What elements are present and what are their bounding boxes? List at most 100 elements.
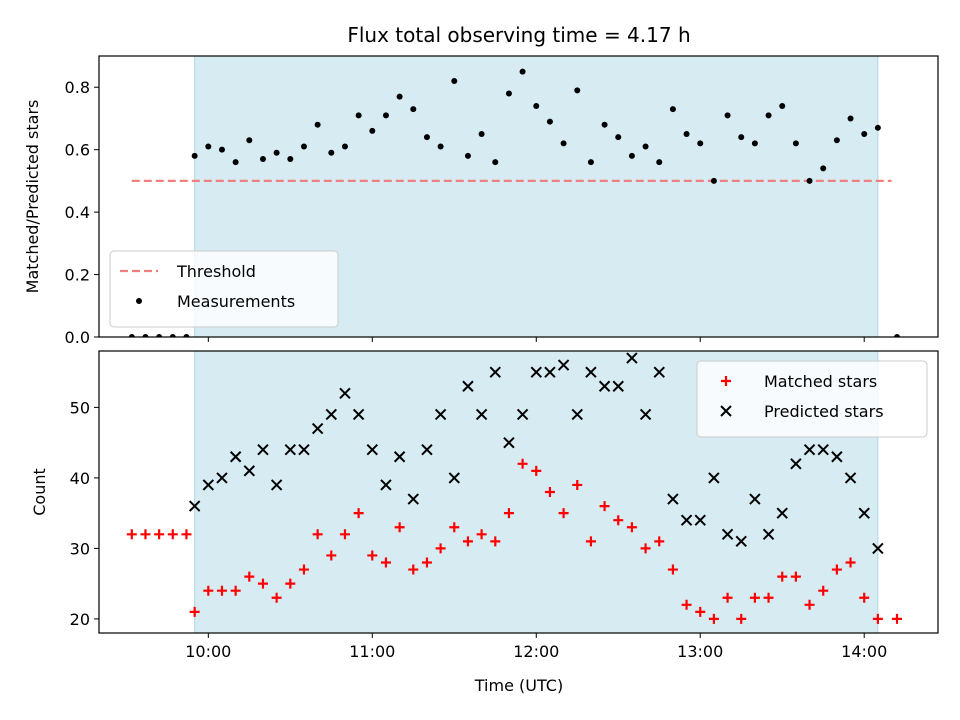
predicted-point — [434, 408, 447, 421]
measurement-point — [765, 112, 772, 119]
matched-point — [339, 529, 350, 540]
legend-label: Predicted stars — [764, 402, 884, 421]
panel-ratio: 0.0 0.2 0.4 0.6 0.8 Matched/Predicted stars Th… — [23, 55, 939, 347]
predicted-point — [667, 493, 679, 505]
matched-point — [326, 550, 337, 561]
matched-point — [312, 529, 323, 540]
matched-point — [845, 557, 856, 568]
predicted-point — [844, 472, 857, 484]
predicted-point — [694, 514, 706, 526]
measurement-point — [751, 140, 758, 147]
matched-point — [230, 585, 241, 596]
y-tick-label: 30 — [70, 539, 90, 558]
measurement-point — [396, 93, 403, 100]
matched-point — [859, 592, 870, 603]
chart-title: Flux total observing time = 4.17 h — [347, 23, 690, 47]
matched-point — [736, 613, 747, 624]
measurement-point — [369, 127, 376, 134]
legend: Threshold Measurements — [109, 250, 339, 328]
predicted-point — [298, 443, 310, 456]
predicted-point — [585, 366, 597, 378]
measurement-point — [820, 165, 827, 172]
measurement-point — [355, 112, 362, 119]
matched-point — [872, 613, 883, 624]
measurement-point — [259, 156, 266, 163]
matched-point — [154, 529, 165, 540]
matched-point — [804, 599, 815, 610]
matched-point — [285, 578, 296, 589]
matched-point — [613, 515, 624, 526]
measurement-point — [142, 334, 149, 337]
measurement-point — [642, 143, 649, 150]
predicted-point — [653, 366, 665, 378]
predicted-point — [749, 493, 761, 505]
predicted-point — [872, 542, 884, 555]
y-axis-label: Count — [30, 468, 49, 516]
predicted-point — [229, 451, 242, 463]
measurement-point — [806, 177, 813, 184]
matched-point — [626, 522, 637, 533]
measurement-point — [128, 334, 135, 337]
predicted-point — [708, 472, 720, 484]
measurement-point — [183, 334, 190, 337]
matched-point — [531, 465, 542, 476]
predicted-point — [462, 380, 474, 392]
predicted-point — [721, 528, 734, 541]
axes-frame — [98, 55, 939, 338]
y-tick-label: 20 — [70, 610, 90, 629]
predicted-point — [352, 408, 365, 421]
legend-box — [109, 250, 339, 328]
predicted-point — [380, 479, 392, 491]
y-tick-label: 0.8 — [65, 78, 90, 97]
matched-point — [244, 571, 255, 582]
measurement-point — [861, 131, 868, 138]
matched-point — [708, 613, 719, 624]
matched-point — [257, 578, 268, 589]
predicted-point — [817, 443, 829, 456]
measurement-point — [601, 121, 608, 128]
y-tick-label: 0.0 — [65, 328, 90, 347]
measurement-point — [560, 140, 567, 147]
matched-point — [394, 522, 405, 533]
predicted-point — [257, 443, 269, 456]
legend-box — [696, 360, 928, 438]
matched-point — [421, 557, 432, 568]
predicted-point — [557, 359, 570, 371]
predicted-point — [571, 408, 583, 421]
measurement-point — [505, 90, 512, 97]
predicted-point — [311, 422, 324, 435]
measurement-point — [738, 134, 745, 141]
predicted-point — [339, 387, 351, 400]
measurement-point — [519, 68, 526, 75]
matched-point — [667, 564, 678, 575]
predicted-point — [516, 408, 529, 421]
measurement-point — [287, 156, 294, 163]
matched-point — [831, 564, 842, 575]
predicted-point — [803, 443, 816, 456]
predicted-point — [243, 465, 256, 477]
measurement-point — [410, 106, 417, 113]
predicted-point — [530, 366, 542, 378]
measurement-point — [628, 152, 635, 159]
measurement-point — [894, 334, 901, 337]
measurement-point — [710, 177, 717, 184]
matched-point — [777, 571, 788, 582]
measurement-point — [656, 159, 663, 166]
matched-point — [189, 606, 200, 617]
x-axis-label: Time (UTC) — [474, 676, 563, 695]
matched-point — [640, 543, 651, 554]
x-tick-label: 10:00 — [185, 642, 231, 661]
matched-point — [380, 557, 391, 568]
matched-point — [476, 529, 487, 540]
measurement-point — [724, 112, 731, 119]
x-tick-label: 14:00 — [841, 642, 887, 661]
measurement-point — [847, 115, 854, 122]
predicted-point — [393, 451, 406, 463]
legend-predicted-swatch — [720, 405, 732, 417]
matched-point — [408, 564, 419, 575]
predicted-point — [216, 472, 228, 484]
predicted-point — [475, 408, 488, 421]
legend-measurement-swatch — [136, 298, 142, 304]
matched-point — [585, 536, 596, 547]
